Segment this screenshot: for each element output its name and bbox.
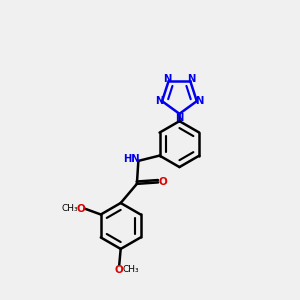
Text: N: N <box>163 74 171 84</box>
Text: N: N <box>175 113 184 123</box>
Text: O: O <box>158 177 167 188</box>
Text: O: O <box>76 204 85 214</box>
Text: CH₃: CH₃ <box>122 265 139 274</box>
Text: N: N <box>155 96 164 106</box>
Text: N: N <box>188 74 196 84</box>
Text: HN: HN <box>124 154 140 164</box>
Text: N: N <box>195 96 203 106</box>
Text: CH₃: CH₃ <box>61 204 78 213</box>
Text: O: O <box>115 265 124 275</box>
